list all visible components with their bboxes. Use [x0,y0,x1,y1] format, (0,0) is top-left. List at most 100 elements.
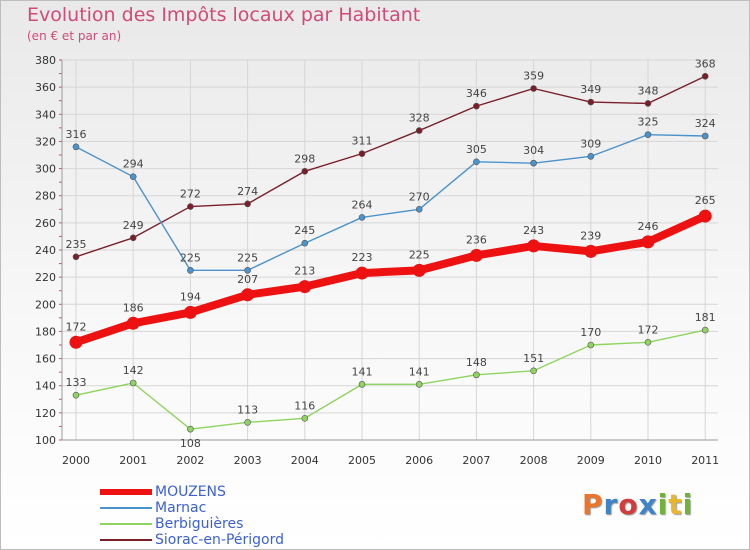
logo-letter: x [638,488,658,521]
y-tick-label: 360 [35,81,56,94]
data-label-berbigui-res: 108 [180,437,201,450]
series-layer [69,72,712,433]
data-point-marnac [701,132,709,140]
data-point-marnac [358,214,366,221]
proxiti-logo: Proxiti [582,488,693,521]
data-label-layer: 235 249 272 274 298 311 328 346 359 349 348 368 316 2… [66,57,716,450]
data-label-berbigui-res: 172 [638,323,659,336]
data-label-marnac: 305 [466,143,487,156]
x-tick-label: 2002 [176,454,204,467]
logo-letter: o [618,488,639,521]
data-label-berbigui-res: 148 [466,356,487,369]
y-tick-label: 120 [35,407,56,420]
grid-layer [62,59,718,441]
data-point-mouzens [126,316,140,330]
x-tick-label: 2000 [62,454,90,467]
data-label-siorac-en-p-rigord: 298 [294,152,315,165]
data-point-siorac-en-p-rigord [72,253,80,261]
data-point-berbigui-res [644,338,652,346]
legend-swatch-marnac [100,507,152,509]
data-point-mouzens [527,239,541,253]
data-point-berbigui-res [473,371,480,379]
series-line-mouzens [72,212,710,347]
data-point-berbigui-res [587,341,595,349]
x-tick-label: 2006 [405,454,433,467]
legend-swatch-mouzens [100,489,152,495]
data-label-siorac-en-p-rigord: 348 [638,84,659,97]
data-point-berbigui-res [187,425,194,433]
data-point-marnac [301,239,309,247]
x-tick-label: 2011 [691,454,719,467]
data-point-mouzens [241,288,255,302]
data-label-berbigui-res: 116 [294,399,315,412]
data-label-mouzens: 213 [294,265,315,278]
data-point-mouzens [298,280,312,294]
data-point-siorac-en-p-rigord [358,150,366,157]
data-label-marnac: 225 [237,251,258,264]
logo-letter: i [657,488,669,521]
legend-label-berbiguieres: Berbiguières [155,516,244,532]
data-point-mouzens [641,235,655,249]
data-label-mouzens: 239 [580,229,601,242]
legend-label-marnac: Marnac [155,500,207,516]
data-point-mouzens [355,266,369,280]
data-point-mouzens [412,263,426,277]
y-tick-label: 240 [35,244,56,257]
data-point-marnac [473,158,480,166]
chart-subtitle: (en € et par an) [27,29,122,43]
legend-label-mouzens: MOUZENS [155,484,226,500]
axis-layer: 100 120 140 160 180 200 220 240 260 280 300 320 340 3… [35,54,719,467]
data-point-mouzens [69,335,83,349]
data-label-marnac: 325 [638,116,659,129]
y-tick-label: 280 [35,190,56,203]
data-point-mouzens [584,244,598,258]
data-label-mouzens: 223 [352,251,373,264]
y-tick-label: 320 [35,135,56,148]
x-tick-label: 2001 [119,454,147,467]
y-tick-label: 160 [35,353,56,366]
data-label-siorac-en-p-rigord: 349 [580,83,601,96]
data-label-mouzens: 207 [237,273,258,286]
x-tick-label: 2005 [348,454,376,467]
legend-label-siorac: Siorac-en-Périgord [155,532,285,548]
data-point-berbigui-res [129,379,137,387]
legend-swatch-berbiguieres [100,523,152,525]
data-point-berbigui-res [244,419,251,426]
y-tick-label: 300 [35,163,56,176]
data-point-marnac [72,143,80,151]
data-point-marnac [244,267,251,274]
data-point-siorac-en-p-rigord [415,127,423,134]
data-label-mouzens: 243 [523,224,544,237]
x-tick-label: 2004 [291,454,319,467]
data-label-berbigui-res: 133 [66,376,87,389]
data-label-mouzens: 236 [466,233,487,246]
y-tick-label: 100 [35,434,56,447]
data-label-marnac: 264 [352,198,373,211]
y-tick-label: 220 [35,271,56,284]
data-point-mouzens [698,209,712,223]
data-label-mouzens: 225 [409,248,430,261]
data-point-siorac-en-p-rigord [301,167,309,175]
data-label-siorac-en-p-rigord: 311 [352,135,373,148]
data-point-marnac [587,153,595,160]
data-point-siorac-en-p-rigord [644,100,652,107]
x-tick-label: 2007 [462,454,490,467]
data-label-berbigui-res: 141 [352,365,373,378]
data-label-siorac-en-p-rigord: 274 [237,185,258,198]
data-point-marnac [187,267,194,274]
y-tick-label: 140 [35,380,56,393]
data-label-marnac: 324 [695,117,716,130]
data-label-mouzens: 265 [695,194,716,207]
data-point-berbigui-res [301,414,309,422]
data-label-berbigui-res: 181 [695,311,716,324]
x-tick-label: 2008 [520,454,548,467]
series-line-berbigui-res [75,329,706,430]
data-label-marnac: 304 [523,144,544,157]
data-label-berbigui-res: 151 [523,352,544,365]
data-label-berbigui-res: 142 [123,364,144,377]
data-label-mouzens: 186 [123,301,144,314]
data-point-berbigui-res [530,367,537,375]
chart-title: Evolution des Impôts locaux par Habitant [27,4,421,26]
data-point-mouzens [183,305,197,319]
